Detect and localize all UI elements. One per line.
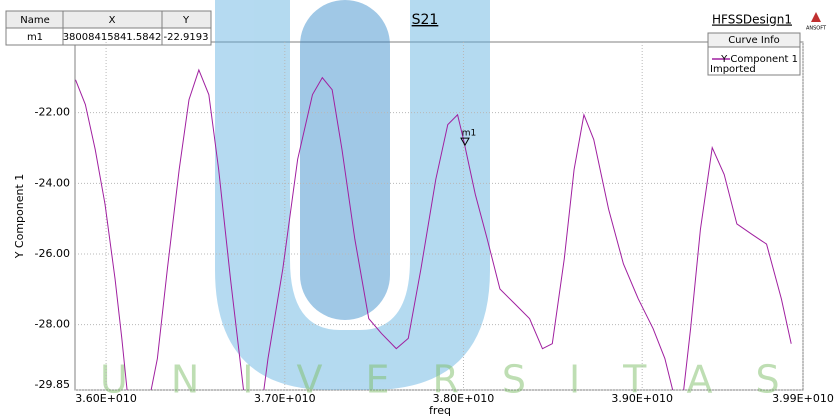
y-tick-label: -29.85 — [35, 378, 70, 391]
y-axis-label: Y Component 1 — [13, 174, 26, 260]
x-tick-label: 3.80E+010 — [433, 392, 495, 405]
y-tick-label: -26.00 — [35, 247, 70, 260]
x-tick-label: 3.99E+010 — [772, 392, 834, 405]
marker-table: Name X Y m1 38008415841.5842 -22.9193 — [6, 11, 211, 45]
x-tick-label: 3.90E+010 — [611, 392, 673, 405]
table-header-cell: X — [109, 15, 116, 26]
design-name: HFSSDesign1 — [712, 13, 792, 27]
legend-note: Imported — [710, 64, 756, 75]
legend-title: Curve Info — [728, 35, 780, 46]
table-cell: -22.9193 — [164, 32, 209, 43]
y-tick-label: -24.00 — [35, 176, 70, 189]
y-tick-label: -28.00 — [35, 318, 70, 331]
table-cell: 38008415841.5842 — [63, 32, 162, 43]
x-axis-label: freq — [429, 404, 451, 417]
chart-title: S21 — [412, 12, 439, 28]
marker-label: m1 — [462, 129, 477, 139]
brand-logo — [811, 12, 821, 22]
watermark-logo — [215, 0, 490, 390]
table-header-cell: Y — [182, 15, 190, 26]
table-cell: m1 — [27, 32, 43, 43]
legend: Curve Info Y Component 1 Imported — [708, 33, 800, 75]
y-tick-label: -22.00 — [35, 106, 70, 119]
x-tick-label: 3.70E+010 — [254, 392, 316, 405]
table-header-cell: Name — [20, 15, 50, 26]
x-tick-label: 3.60E+010 — [75, 392, 137, 405]
brand: ANSOFT — [806, 26, 827, 32]
chart: UNIVERSITAS S21 HFSSDesign1 ANSOFT Y Com… — [0, 0, 834, 419]
